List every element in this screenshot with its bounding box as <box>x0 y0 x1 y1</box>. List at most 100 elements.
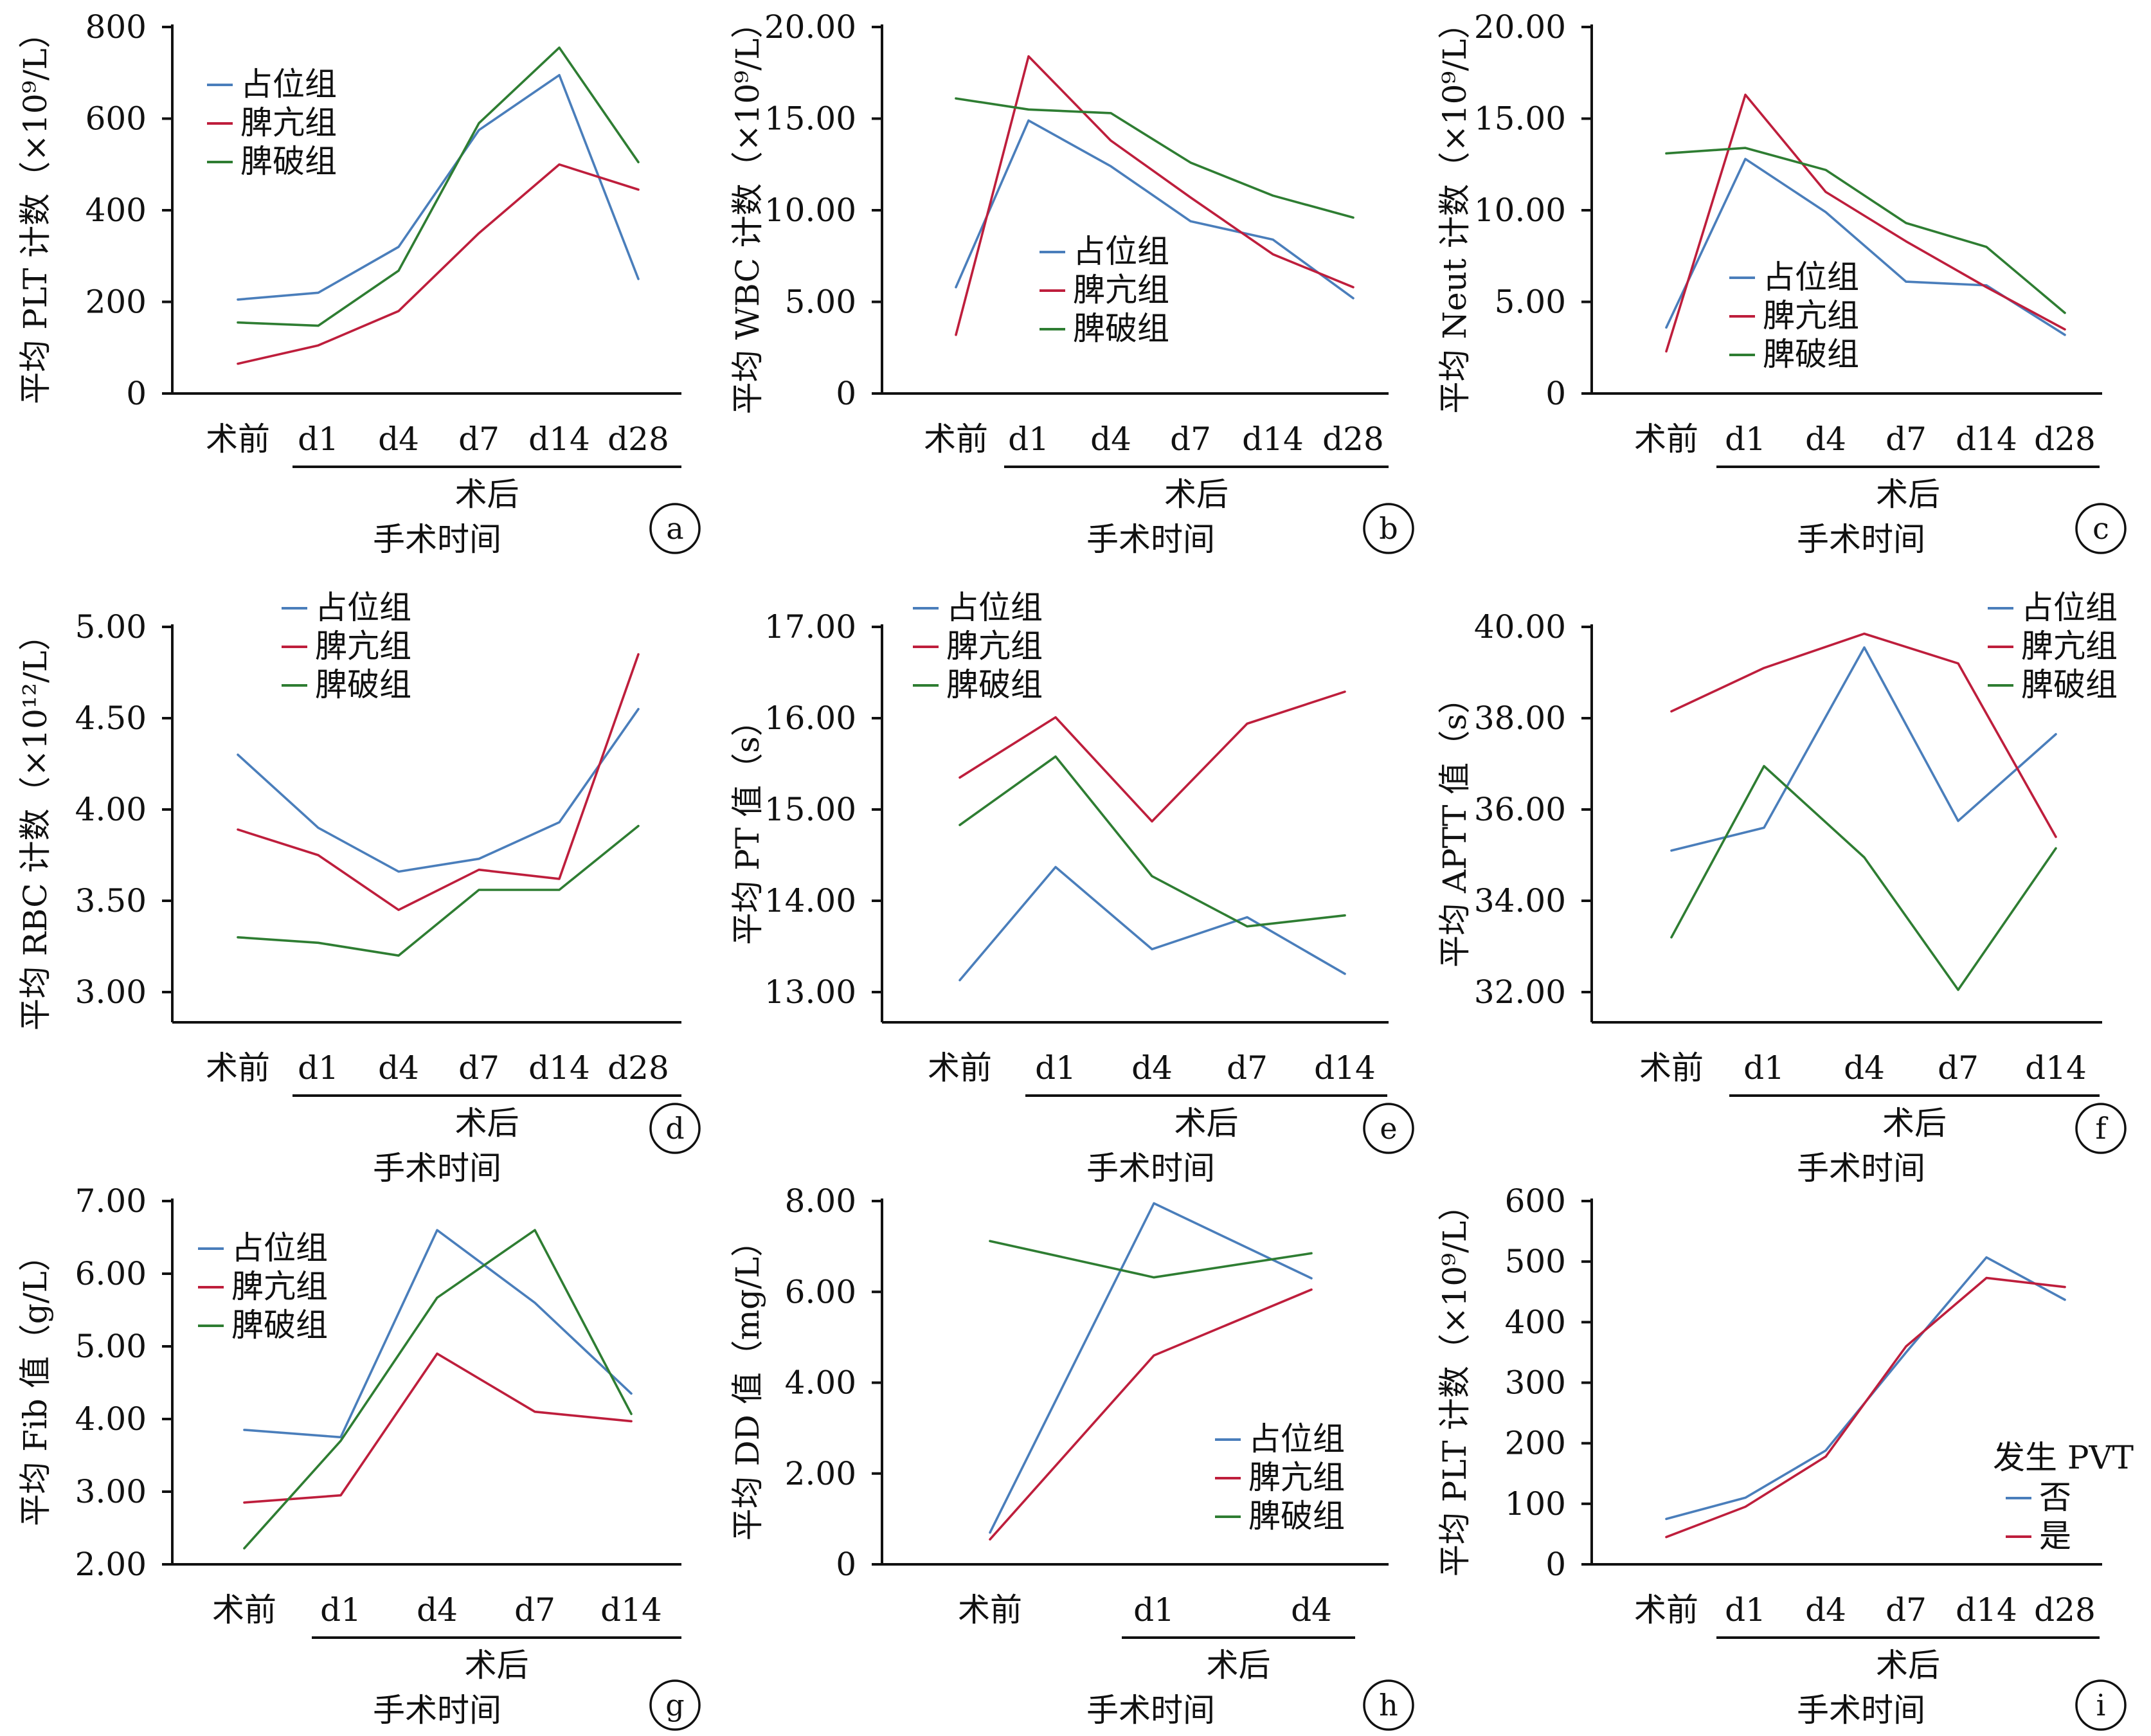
panel-badge-letter: f <box>2095 1111 2108 1146</box>
legend-label: 脾亢组 <box>2021 628 2118 665</box>
y-axis-label: 平均 APTT 值（s） <box>1436 682 1473 968</box>
series-line-2 <box>237 653 640 911</box>
series-line-1 <box>1670 646 2057 852</box>
series-line-3 <box>237 46 640 327</box>
series-line-3 <box>237 824 640 957</box>
panel-badge: b <box>1363 503 1414 554</box>
legend-label: 脾破组 <box>1073 310 1169 347</box>
panel-badge: c <box>2075 503 2127 554</box>
y-tick-label: 4.50 <box>75 700 147 737</box>
legend-label: 脾亢组 <box>1248 1459 1345 1496</box>
x-tick-label: 术前 <box>924 420 988 458</box>
panel-badge: i <box>2075 1679 2127 1731</box>
y-tick-label: 8.00 <box>785 1182 856 1220</box>
series-line-1 <box>237 708 640 873</box>
y-axis-label: 平均 Fib 值（g/L） <box>17 1239 54 1526</box>
y-tick-label: 2.00 <box>75 1546 147 1583</box>
legend-label: 脾破组 <box>231 1307 328 1344</box>
chart-panel-h: 0 2.00 4.00 6.00 8.00 平均 DD 值（mg/L） 术前 d1 d4 术后手术… <box>729 1182 1414 1731</box>
panel-badge: g <box>649 1679 701 1731</box>
x-tick-label: d4 <box>1291 1591 1332 1629</box>
x-tick-label: 术前 <box>1634 420 1698 458</box>
group-label: 术后 <box>1207 1647 1271 1684</box>
series-line-1 <box>1665 1256 2066 1521</box>
legend-label: 脾破组 <box>1763 336 1859 373</box>
legend-label: 脾破组 <box>2021 666 2118 703</box>
y-tick-label: 6.00 <box>75 1255 147 1292</box>
y-tick-label: 5.00 <box>785 284 856 321</box>
x-tick-label: d1 <box>1008 420 1049 458</box>
y-tick-label: 40.00 <box>1474 608 1566 646</box>
series-line-3 <box>1670 764 2057 991</box>
y-tick-label: 0 <box>126 375 147 412</box>
chart-panel-i: 0 100 200 300 400 500 600 平均 PLT 计数（×10⁹/L） 术前 d1… <box>1436 1182 2134 1731</box>
legend-label: 占位组 <box>1248 1420 1345 1458</box>
y-tick-label: 4.00 <box>785 1364 856 1402</box>
y-tick-label: 5.00 <box>75 608 147 646</box>
x-tick-label: d14 <box>1956 420 2017 458</box>
legend-label: 占位组 <box>231 1229 328 1267</box>
x-tick-label: d14 <box>1314 1049 1376 1087</box>
legend-title: 发生 PVT <box>1993 1439 2134 1476</box>
y-tick-label: 4.00 <box>75 1400 147 1438</box>
group-label: 术后 <box>1164 476 1228 513</box>
series-line-2 <box>959 691 1346 823</box>
y-tick-label: 34.00 <box>1474 882 1566 919</box>
y-tick-label: 800 <box>86 8 147 46</box>
y-tick-label: 600 <box>1505 1182 1566 1220</box>
panel-badge-letter: b <box>1379 511 1398 546</box>
x-tick-label: 术前 <box>1634 1591 1698 1629</box>
x-axis-title: 手术时间 <box>1086 1692 1215 1729</box>
panel-badge-circle <box>649 503 701 554</box>
y-tick-label: 0 <box>1545 375 1566 412</box>
y-axis-label: 平均 DD 值（mg/L） <box>729 1225 766 1541</box>
y-tick-label: 200 <box>86 284 147 321</box>
panel-badge-circle <box>649 1103 701 1154</box>
panel-badge-circle <box>2075 1103 2127 1154</box>
x-axis-title: 手术时间 <box>1797 1150 1925 1187</box>
y-tick-label: 600 <box>86 100 147 138</box>
x-tick-label: d1 <box>1743 1049 1785 1087</box>
panel-badge-circle <box>1363 1103 1414 1154</box>
x-tick-label: d14 <box>528 1049 590 1087</box>
x-tick-label: d28 <box>2034 420 2096 458</box>
series-line-1 <box>959 865 1346 982</box>
x-tick-label: d7 <box>1886 420 1927 458</box>
legend-label: 占位组 <box>240 66 337 103</box>
x-tick-label: 术前 <box>206 420 270 458</box>
x-tick-label: d14 <box>1956 1591 2017 1629</box>
panel-badge-letter: c <box>2092 511 2109 546</box>
y-axis-label: 平均 Neut 计数（×10⁹/L） <box>1436 6 1473 413</box>
x-tick-label: d7 <box>1886 1591 1927 1629</box>
x-axis-title: 手术时间 <box>373 521 501 558</box>
y-tick-label: 200 <box>1505 1425 1566 1462</box>
y-tick-label: 2.00 <box>785 1455 856 1492</box>
legend-label: 占位组 <box>946 589 1043 626</box>
y-tick-label: 400 <box>1505 1303 1566 1341</box>
group-label: 术后 <box>1876 1647 1940 1684</box>
legend-label: 脾亢组 <box>946 628 1043 665</box>
legend-label: 脾亢组 <box>240 104 337 141</box>
y-tick-label: 7.00 <box>75 1182 147 1220</box>
y-tick-label: 300 <box>1505 1364 1566 1402</box>
y-tick-label: 6.00 <box>785 1273 856 1310</box>
x-tick-label: d7 <box>1227 1049 1268 1087</box>
x-tick-label: d4 <box>1131 1049 1173 1087</box>
y-tick-label: 38.00 <box>1474 700 1566 737</box>
y-tick-label: 3.00 <box>75 973 147 1011</box>
x-tick-label: d14 <box>600 1591 662 1629</box>
legend-label: 占位组 <box>1073 233 1169 270</box>
x-axis-title: 手术时间 <box>1797 1692 1925 1729</box>
y-tick-label: 36.00 <box>1474 791 1566 828</box>
group-label: 术后 <box>465 1647 529 1684</box>
group-label: 术后 <box>1876 476 1940 513</box>
x-tick-label: d14 <box>528 420 590 458</box>
legend-label: 占位组 <box>2021 589 2118 626</box>
panel-badge-letter: i <box>2096 1688 2106 1722</box>
y-tick-label: 15.00 <box>764 791 856 828</box>
y-axis-label: 平均 PLT 计数（×10⁹/L） <box>17 16 54 404</box>
